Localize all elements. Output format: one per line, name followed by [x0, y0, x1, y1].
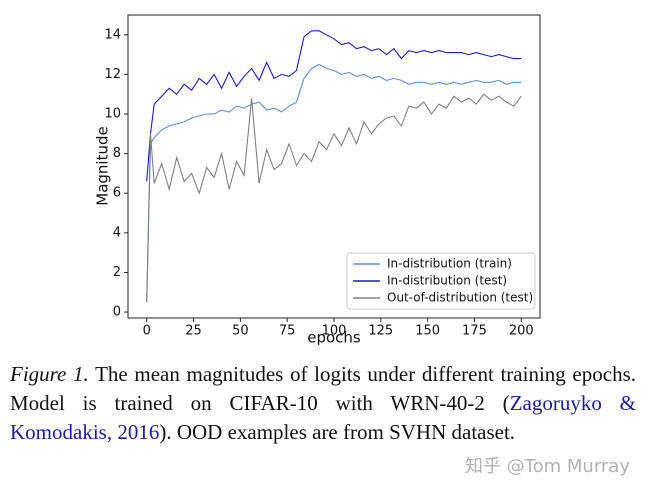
- y-axis-label: Magnitude: [94, 126, 112, 205]
- citation[interactable]: Zagoruyko & Komodakis, 2016: [10, 391, 636, 444]
- y-tick-label: 14: [104, 27, 121, 42]
- x-tick-label: 125: [368, 324, 393, 339]
- y-tick-label: 0: [113, 305, 121, 320]
- caption-text: The mean magnitudes of logits under diff…: [10, 362, 636, 415]
- y-tick-label: 6: [113, 186, 121, 201]
- caption-label: Figure 1.: [10, 362, 89, 386]
- legend-box: [346, 252, 536, 310]
- legend-label: In-distribution (test): [387, 274, 507, 288]
- x-tick-label: 75: [279, 324, 296, 339]
- watermark: 知乎 @Tom Murray: [464, 456, 630, 477]
- x-axis-label: epochs: [307, 329, 361, 346]
- x-tick-label: 50: [232, 324, 249, 339]
- y-tick-label: 2: [113, 265, 121, 280]
- x-tick-label: 100: [322, 324, 347, 339]
- legend-label: Out-of-distribution (test): [387, 291, 533, 305]
- y-tick-label: 8: [113, 146, 121, 161]
- x-tick-label: 25: [185, 324, 202, 339]
- series-line: [146, 63, 522, 303]
- y-tick-label: 12: [104, 67, 121, 82]
- x-tick-label: 0: [143, 324, 151, 339]
- y-tick-label: 10: [104, 107, 121, 122]
- caption: Figure 1. The mean magnitudes of logits …: [10, 360, 636, 447]
- x-tick-label: 200: [509, 324, 534, 339]
- legend-label: In-distribution (train): [387, 257, 512, 271]
- chart: epochs Magnitude 0 2 4 6 8 10 12 14 0 25 50 75 100 12…: [94, 14, 541, 347]
- series-line: [146, 30, 522, 182]
- x-tick-label: 150: [415, 324, 440, 339]
- y-tick-label: 4: [113, 225, 121, 240]
- series-line: [146, 93, 522, 303]
- caption-text: ). OOD examples are from SVHN dataset.: [159, 420, 516, 444]
- x-tick-label: 175: [462, 324, 487, 339]
